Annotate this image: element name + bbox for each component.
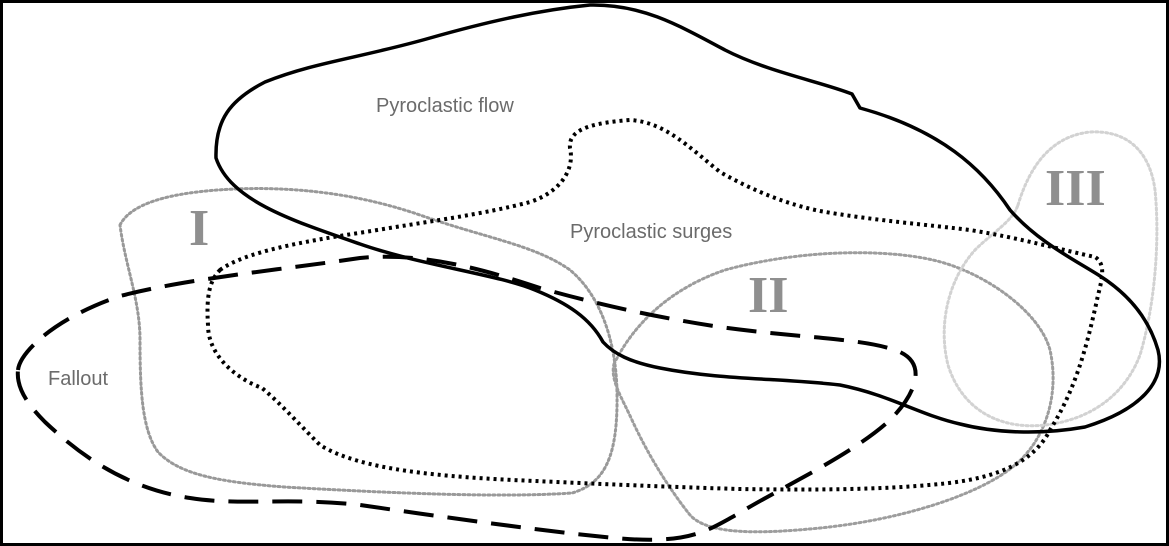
- group-one-boundary: [118, 187, 619, 497]
- group-two-boundary: [611, 251, 1055, 534]
- group-one-label: I: [189, 200, 209, 257]
- pyroclastic-surges-label: Pyroclastic surges: [570, 221, 732, 243]
- group-three-label: III: [1045, 160, 1106, 217]
- pyroclastic-surges-boundary: [205, 118, 1105, 492]
- pyroclastic-flow-label: Pyroclastic flow: [376, 95, 514, 117]
- group-two-label: II: [748, 267, 788, 324]
- group-three-boundary: [942, 130, 1159, 428]
- fallout-label: Fallout: [48, 368, 108, 390]
- pyroclastic-flow-boundary: [214, 3, 1162, 434]
- fallout-boundary: [15, 254, 918, 542]
